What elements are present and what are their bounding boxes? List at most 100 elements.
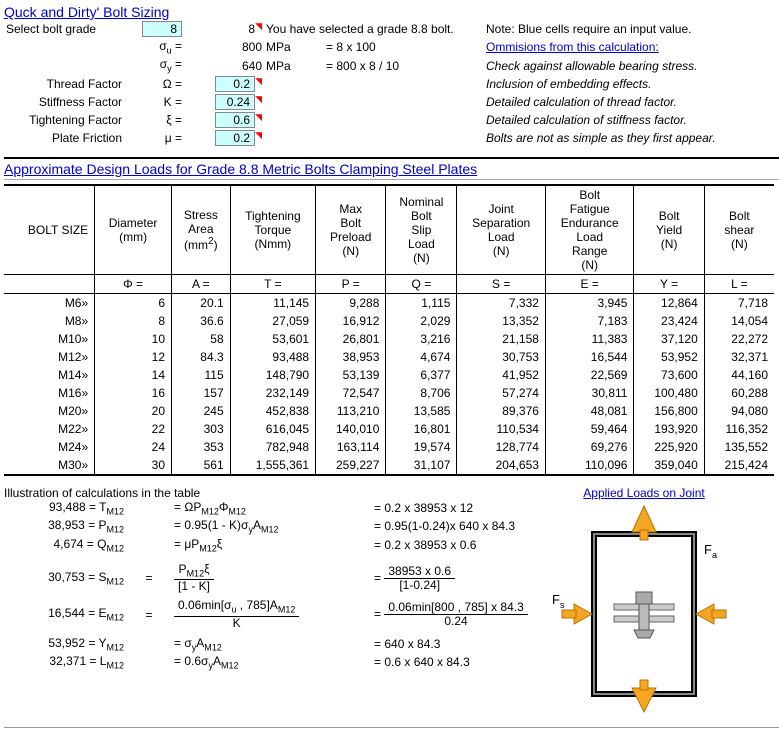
plate-friction-input[interactable]: 0.2	[215, 130, 255, 146]
stiffness-factor-label: Stiffness Factor	[4, 94, 124, 110]
table-cell: 30,753	[457, 348, 546, 366]
table-cell: 13,585	[386, 402, 457, 420]
table-cell: 22,272	[704, 330, 774, 348]
table-title: Approximate Design Loads for Grade 8.8 M…	[4, 157, 779, 180]
table-cell: 53,952	[634, 348, 704, 366]
table-cell: 53,601	[230, 330, 315, 348]
thread-factor-input[interactable]: 0.2	[215, 76, 255, 92]
table-cell: 93,488	[230, 348, 315, 366]
table-cell: M10»	[4, 330, 95, 348]
omission-item: Inclusion of embedding effects.	[484, 76, 774, 92]
table-cell: M20»	[4, 402, 95, 420]
table-cell: 14,054	[704, 312, 774, 330]
table-cell: 4,674	[386, 348, 457, 366]
omission-item: Bolts are not as simple as they first ap…	[484, 130, 774, 146]
col-header: BoltYield(N)	[634, 185, 704, 275]
sigma-y-unit: MPa	[264, 58, 324, 74]
table-cell: 11,383	[545, 330, 634, 348]
table-cell: 7,183	[545, 312, 634, 330]
table-cell: 782,948	[230, 438, 315, 456]
col-header: StressArea(mm2)	[172, 185, 231, 275]
table-cell: M8»	[4, 312, 95, 330]
comment-marker-icon: ◥	[255, 21, 262, 31]
table-cell: 57,274	[457, 384, 546, 402]
thread-factor-label: Thread Factor	[4, 76, 124, 92]
table-cell: 6,377	[386, 366, 457, 384]
table-cell: 20	[95, 402, 172, 420]
table-cell: 13,352	[457, 312, 546, 330]
table-cell: M22»	[4, 420, 95, 438]
table-cell: 148,790	[230, 366, 315, 384]
input-note: Note: Blue cells require an input value.	[484, 21, 774, 37]
calc-y-mid: = σyAM12	[174, 636, 374, 652]
table-cell: 11,145	[230, 293, 315, 312]
sigma-u-formula: = 8 x 100	[324, 39, 484, 55]
table-cell: 12,864	[634, 293, 704, 312]
tightening-factor-input[interactable]: 0.6	[215, 112, 255, 128]
table-cell: 163,114	[316, 438, 386, 456]
calc-p-lhs: 38,953 = PM12	[4, 518, 124, 534]
table-cell: M16»	[4, 384, 95, 402]
table-cell: 38,953	[316, 348, 386, 366]
table-cell: 16,801	[386, 420, 457, 438]
plate-friction-label: Plate Friction	[4, 130, 124, 146]
calc-s-lhs: 30,753 = SM12	[4, 570, 124, 586]
row-label	[4, 65, 124, 67]
table-cell: 60,288	[704, 384, 774, 402]
joint-diagram: Applied Loads on Joint Fa Fs	[544, 486, 744, 717]
row-label	[4, 46, 124, 48]
table-cell: 44,160	[704, 366, 774, 384]
table-cell: 6	[95, 293, 172, 312]
parameters-grid: Select bolt grade 8 8◥ You have selected…	[4, 20, 779, 147]
table-cell: 59,464	[545, 420, 634, 438]
grade-input[interactable]: 8	[142, 21, 182, 37]
k-symbol: K =	[124, 94, 184, 110]
table-cell: 359,040	[634, 456, 704, 475]
col-header: TighteningTorque(Nmm)	[230, 185, 315, 275]
table-cell: 31,107	[386, 456, 457, 475]
table-cell: 3,216	[386, 330, 457, 348]
xi-symbol: ξ =	[124, 112, 184, 128]
tightening-factor-label: Tightening Factor	[4, 112, 124, 128]
symbol-cell: Y =	[634, 274, 704, 293]
svg-text:F: F	[552, 592, 560, 607]
calc-e-mid: 0.06min[σu , 785]AM12K	[174, 599, 374, 629]
table-cell: 115	[172, 366, 231, 384]
table-cell: 7,718	[704, 293, 774, 312]
omissions-title: Ommisions from this calculation:	[484, 39, 774, 55]
table-cell: 84.3	[172, 348, 231, 366]
table-cell: 53,139	[316, 366, 386, 384]
table-cell: 225,920	[634, 438, 704, 456]
table-cell: 30,811	[545, 384, 634, 402]
sigma-y-formula: = 800 x 8 / 10	[324, 58, 484, 74]
table-cell: M24»	[4, 438, 95, 456]
stiffness-factor-input[interactable]: 0.24	[215, 94, 255, 110]
symbol-cell: P =	[316, 274, 386, 293]
table-cell: 156,800	[634, 402, 704, 420]
illustration-title: Illustration of calculations in the tabl…	[4, 486, 544, 500]
table-cell: M12»	[4, 348, 95, 366]
table-cell: 7,332	[457, 293, 546, 312]
calc-t-lhs: 93,488 = TM12	[4, 500, 124, 516]
table-cell: M6»	[4, 293, 95, 312]
table-cell: 12	[95, 348, 172, 366]
omission-item: Detailed calculation of thread factor.	[484, 94, 774, 110]
svg-text:s: s	[560, 600, 565, 610]
symbol-cell: A =	[172, 274, 231, 293]
table-cell: 8	[95, 312, 172, 330]
col-header: MaxBoltPreload(N)	[316, 185, 386, 275]
col-header: Boltshear(N)	[704, 185, 774, 275]
bolt-design-table: BOLT SIZEDiameter(mm)StressArea(mm2)Tigh…	[4, 184, 774, 476]
col-header: BoltFatigueEnduranceLoadRange(N)	[545, 185, 634, 275]
omega-symbol: Ω =	[124, 76, 184, 92]
symbol-cell: S =	[457, 274, 546, 293]
table-cell: 30	[95, 456, 172, 475]
table-cell: 204,653	[457, 456, 546, 475]
calc-q-mid: = μPM12ξ	[174, 537, 374, 553]
table-cell: 22	[95, 420, 172, 438]
table-cell: 32,371	[704, 348, 774, 366]
table-cell: 353	[172, 438, 231, 456]
table-cell: 616,045	[230, 420, 315, 438]
calc-e-lhs: 16,544 = EM12	[4, 606, 124, 622]
svg-text:F: F	[704, 542, 712, 557]
